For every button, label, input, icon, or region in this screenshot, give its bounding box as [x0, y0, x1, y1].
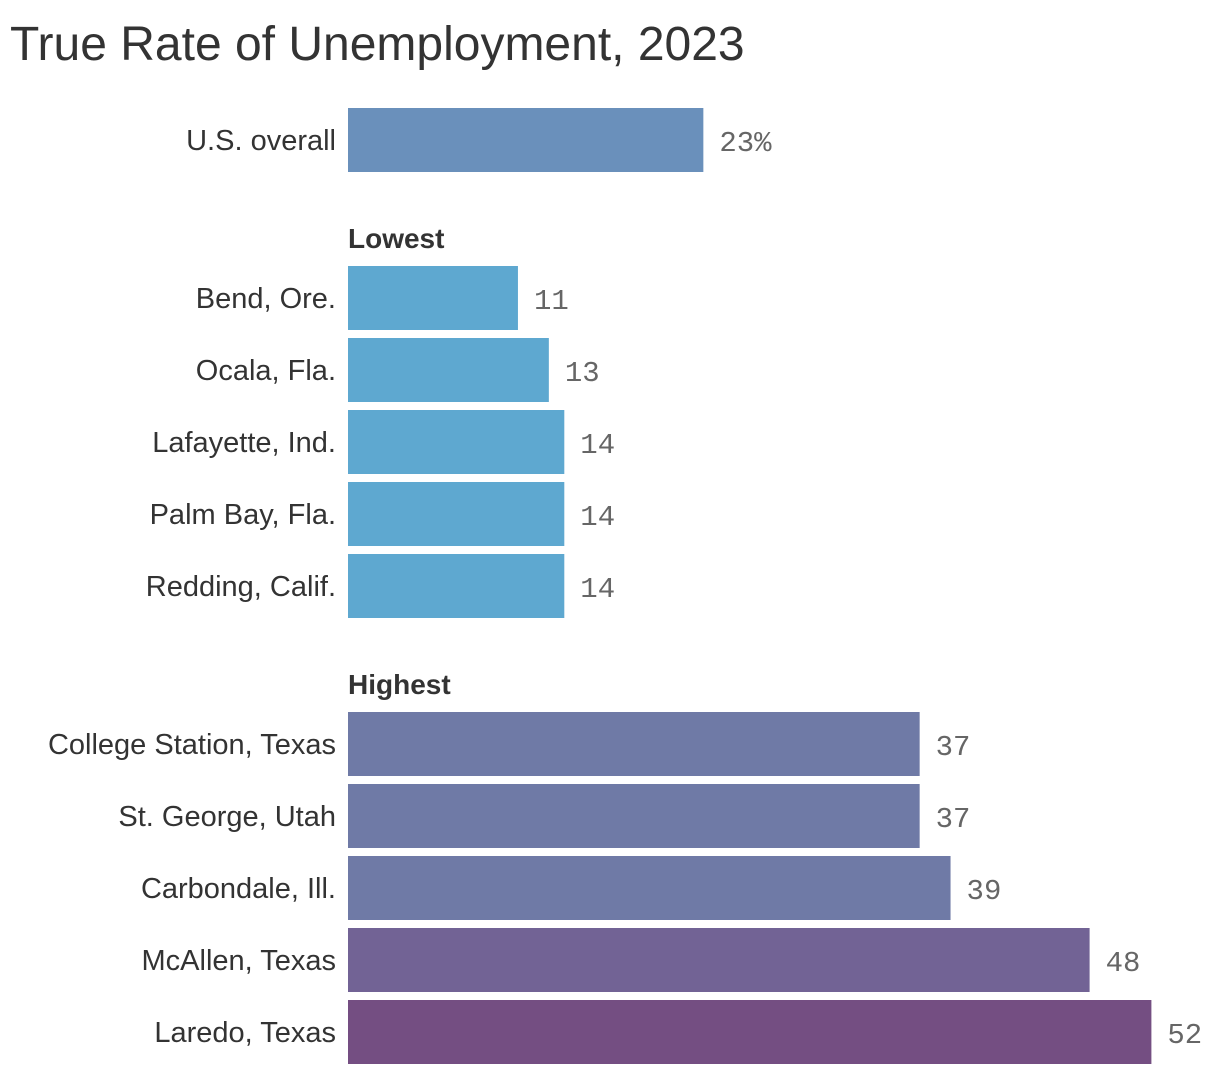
value-label-st-george-utah: 37	[936, 803, 971, 836]
chart-title: True Rate of Unemployment, 2023	[10, 18, 745, 71]
bar-college-station-texas	[348, 712, 920, 776]
category-label-palm-bay-fla: Palm Bay, Fla.	[150, 499, 336, 531]
category-label-mcallen-texas: McAllen, Texas	[142, 945, 337, 977]
value-label-mcallen-texas: 48	[1106, 947, 1141, 980]
section-label-lowest: Lowest	[348, 223, 444, 254]
value-label-ocala-fla: 13	[565, 357, 600, 390]
bar-laredo-texas	[348, 1000, 1152, 1064]
bar-u-s-overall	[348, 108, 704, 172]
bar-bend-ore	[348, 266, 518, 330]
category-label-college-station-texas: College Station, Texas	[48, 729, 336, 761]
bar-ocala-fla	[348, 338, 549, 402]
value-label-laredo-texas: 52	[1167, 1019, 1202, 1052]
bar-st-george-utah	[348, 784, 920, 848]
bar-mcallen-texas	[348, 928, 1090, 992]
category-label-st-george-utah: St. George, Utah	[118, 801, 336, 833]
value-label-lafayette-ind: 14	[580, 429, 615, 462]
category-label-redding-calif: Redding, Calif.	[146, 571, 336, 603]
category-label-u-s-overall: U.S. overall	[186, 125, 336, 157]
bar-lafayette-ind	[348, 410, 565, 474]
category-label-laredo-texas: Laredo, Texas	[154, 1017, 336, 1049]
category-label-carbondale-ill: Carbondale, Ill.	[141, 873, 336, 905]
category-label-lafayette-ind: Lafayette, Ind.	[152, 427, 336, 459]
category-label-ocala-fla: Ocala, Fla.	[196, 355, 336, 387]
value-label-palm-bay-fla: 14	[580, 501, 615, 534]
value-label-carbondale-ill: 39	[967, 875, 1002, 908]
value-label-bend-ore: 11	[534, 285, 569, 318]
section-label-highest: Highest	[348, 669, 451, 700]
value-label-college-station-texas: 37	[936, 731, 971, 764]
category-label-bend-ore: Bend, Ore.	[196, 283, 336, 315]
bar-palm-bay-fla	[348, 482, 565, 546]
value-label-u-s-overall: 23%	[719, 127, 772, 160]
bar-carbondale-ill	[348, 856, 951, 920]
value-label-redding-calif: 14	[580, 573, 615, 606]
bar-redding-calif	[348, 554, 565, 618]
bars-layer: U.S. overall 23% Lowest Bend, Ore. 11 Ocala, …	[48, 108, 1202, 1064]
